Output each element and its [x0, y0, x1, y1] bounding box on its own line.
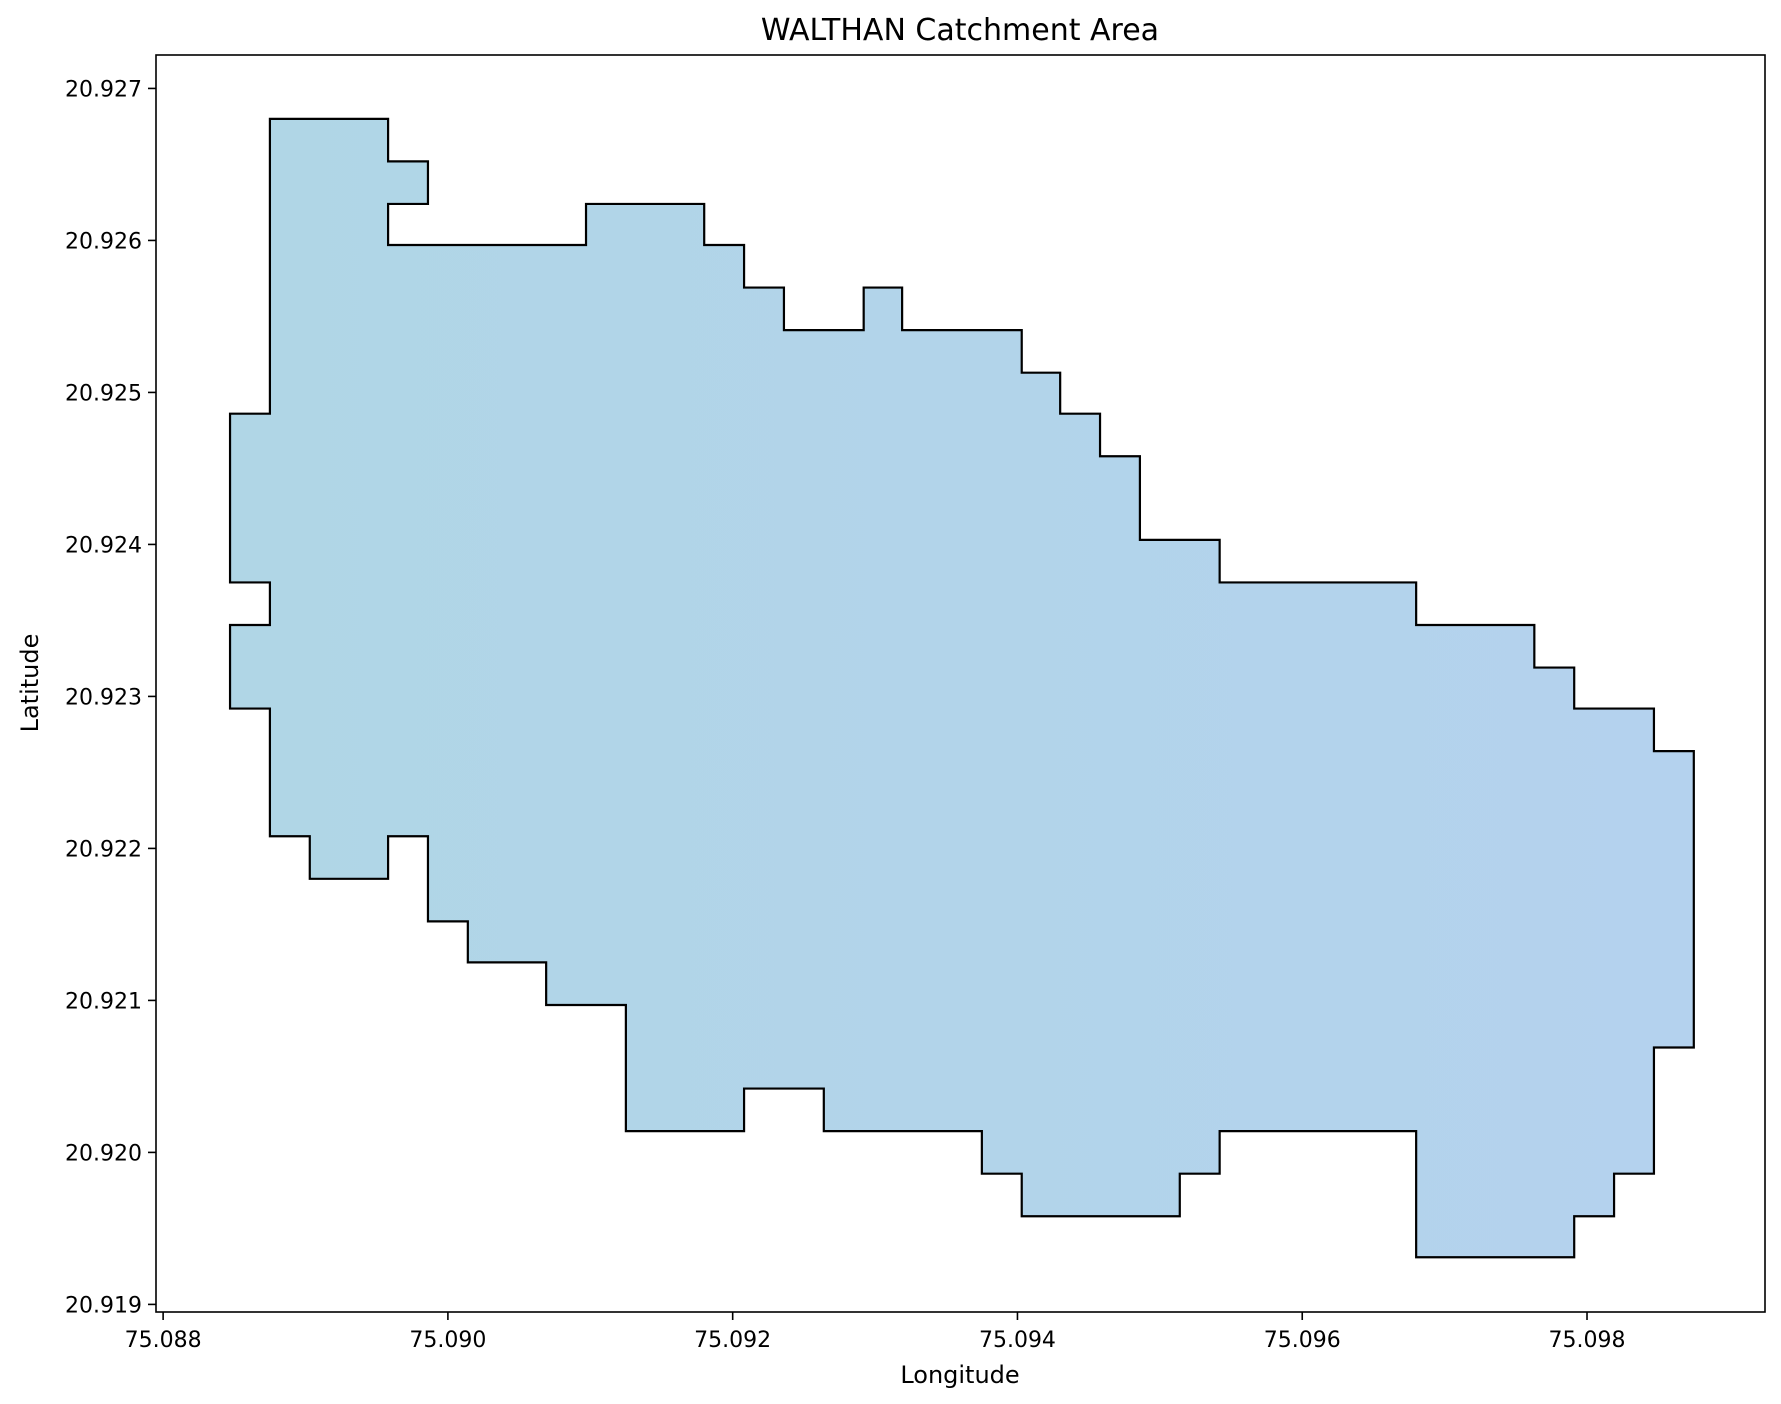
x-tick-label: 75.098	[1549, 1328, 1626, 1353]
x-tick-label: 75.094	[979, 1328, 1056, 1353]
y-tick-label: 20.923	[65, 685, 142, 710]
y-tick-label: 20.924	[65, 533, 142, 558]
x-axis-ticks: 75.088 75.090 75.092 75.094 75.096 75.098	[125, 1312, 1626, 1353]
y-tick-label: 20.919	[65, 1293, 142, 1318]
y-tick-label: 20.920	[65, 1141, 142, 1166]
y-tick-label: 20.922	[65, 837, 142, 862]
x-tick-label: 75.090	[409, 1328, 486, 1353]
y-tick-label: 20.921	[65, 989, 142, 1014]
x-tick-label: 75.088	[125, 1328, 202, 1353]
chart-title: WALTHAN Catchment Area	[761, 13, 1159, 48]
y-tick-label: 20.927	[65, 77, 142, 102]
y-axis-ticks: 20.919 20.920 20.921 20.922 20.923 20.924 20.9…	[65, 77, 156, 1318]
x-tick-label: 75.092	[694, 1328, 771, 1353]
x-axis-label: Longitude	[900, 1361, 1019, 1389]
catchment-area-polygon	[228, 117, 1695, 1259]
axes-frame	[155, 54, 1766, 1313]
y-tick-label: 20.926	[65, 229, 142, 254]
y-axis-label: Latitude	[16, 634, 44, 733]
plot-area	[228, 117, 1695, 1259]
x-tick-label: 75.096	[1264, 1328, 1341, 1353]
y-tick-label: 20.925	[65, 381, 142, 406]
